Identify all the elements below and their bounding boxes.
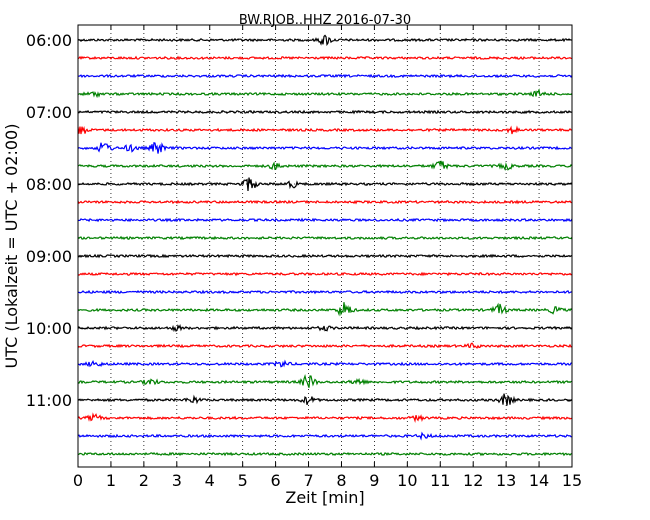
trace-1130: [77, 431, 573, 441]
trace-0945: [77, 302, 573, 317]
trace-1115: [77, 412, 573, 424]
y-tick-label-3: 09:00: [26, 247, 72, 266]
x-tick-label-6: 6: [271, 471, 281, 490]
trace-0630: [77, 73, 573, 79]
x-tick-label-11: 11: [430, 471, 450, 490]
x-tick-label-10: 10: [397, 471, 417, 490]
x-tick-label-9: 9: [369, 471, 379, 490]
x-tick-label-1: 1: [106, 471, 116, 490]
trace-0915: [77, 271, 573, 277]
trace-1030: [77, 359, 573, 368]
y-tick-label-2: 08:00: [26, 175, 72, 194]
x-tick-label-7: 7: [303, 471, 313, 490]
grid-lines: [78, 25, 572, 467]
chart-title: BW.RJOB..HHZ 2016-07-30: [239, 13, 411, 28]
trace-1015: [77, 342, 573, 349]
x-tick-label-8: 8: [336, 471, 346, 490]
x-axis-label: Zeit [min]: [285, 488, 364, 507]
y-axis-ticks: 06:00 07:00 08:00 09:00 10:00 11:00: [26, 31, 572, 410]
trace-0815: [77, 199, 572, 205]
trace-0730: [77, 142, 572, 154]
x-tick-label-13: 13: [496, 471, 516, 490]
y-tick-label-1: 07:00: [26, 103, 72, 122]
trace-0845: [77, 235, 573, 241]
trace-0830: [77, 217, 573, 223]
y-tick-label-0: 06:00: [26, 31, 72, 50]
x-tick-label-3: 3: [172, 471, 182, 490]
seismic-traces: [77, 34, 573, 457]
x-tick-label-4: 4: [205, 471, 215, 490]
plot-frame: [77, 24, 573, 468]
trace-1045: [77, 373, 573, 388]
trace-0930: [77, 289, 573, 295]
trace-1000: [77, 324, 573, 333]
trace-0900: [77, 253, 573, 259]
x-tick-label-15: 15: [562, 471, 582, 490]
x-tick-label-2: 2: [139, 471, 149, 490]
y-axis-label: UTC (Lokalzeit = UTC + 02:00): [2, 124, 21, 369]
y-tick-label-5: 11:00: [26, 391, 72, 410]
trace-0715: [77, 125, 573, 135]
trace-0645: [77, 88, 573, 99]
y-tick-label-4: 10:00: [26, 319, 72, 338]
trace-0600: [77, 34, 573, 47]
trace-1145: [77, 451, 573, 457]
x-tick-label-0: 0: [73, 471, 83, 490]
trace-0745: [77, 160, 573, 172]
trace-1100: [77, 393, 573, 406]
x-tick-label-12: 12: [463, 471, 483, 490]
x-axis-ticks: 0 1 2 3 4 5 6 7 8 9 10 11 12 13 14 15: [73, 25, 582, 490]
trace-0615: [77, 55, 573, 61]
trace-0800: [77, 177, 573, 192]
x-tick-label-5: 5: [238, 471, 248, 490]
trace-0700: [77, 109, 573, 115]
x-tick-label-14: 14: [529, 471, 549, 490]
